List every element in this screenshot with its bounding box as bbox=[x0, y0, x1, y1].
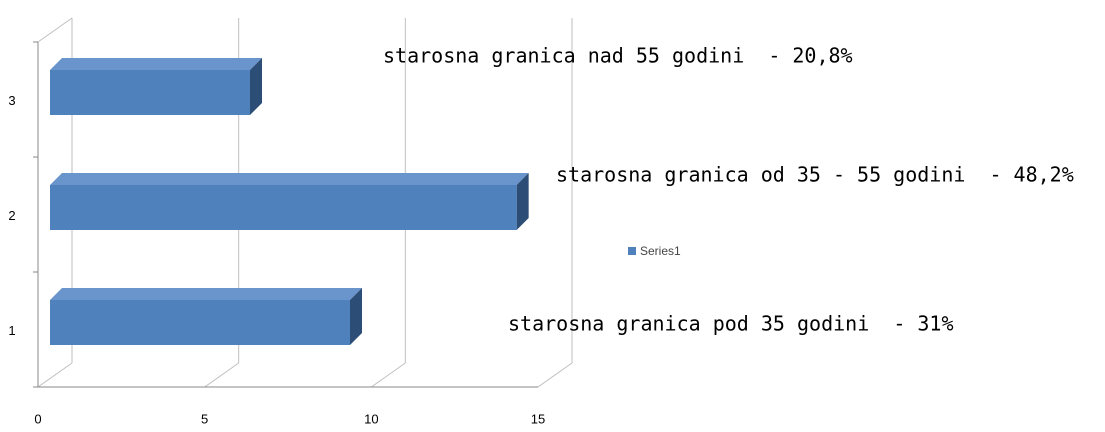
bar bbox=[50, 70, 250, 115]
bar-top bbox=[50, 58, 262, 70]
grid-line bbox=[537, 362, 573, 388]
grid-line bbox=[371, 362, 406, 388]
annotation: starosna granica od 35 - 55 godini - 48,… bbox=[556, 163, 1074, 187]
y-tick-label: 3 bbox=[8, 93, 15, 108]
annotation: starosna granica nad 55 godini - 20,8% bbox=[383, 44, 853, 68]
x-tick-label: 10 bbox=[364, 411, 378, 426]
bar bbox=[50, 300, 350, 345]
y-tick-label: 1 bbox=[8, 323, 15, 338]
bar bbox=[50, 185, 517, 230]
x-tick-label: 0 bbox=[34, 411, 41, 426]
bar-top bbox=[50, 173, 529, 185]
y-tick-label: 2 bbox=[8, 208, 15, 223]
grid-line bbox=[204, 362, 239, 388]
axis-line bbox=[37, 17, 73, 43]
x-tick-label: 15 bbox=[531, 411, 545, 426]
grid-line bbox=[37, 362, 73, 388]
annotation: starosna granica pod 35 godini - 31% bbox=[508, 312, 954, 336]
bar-side bbox=[350, 288, 362, 345]
x-tick-label: 5 bbox=[201, 411, 208, 426]
legend-label: Series1 bbox=[640, 244, 681, 258]
bar-top bbox=[50, 288, 362, 300]
bar-side bbox=[250, 58, 262, 115]
legend-swatch bbox=[628, 247, 636, 255]
bar-side bbox=[516, 173, 529, 230]
